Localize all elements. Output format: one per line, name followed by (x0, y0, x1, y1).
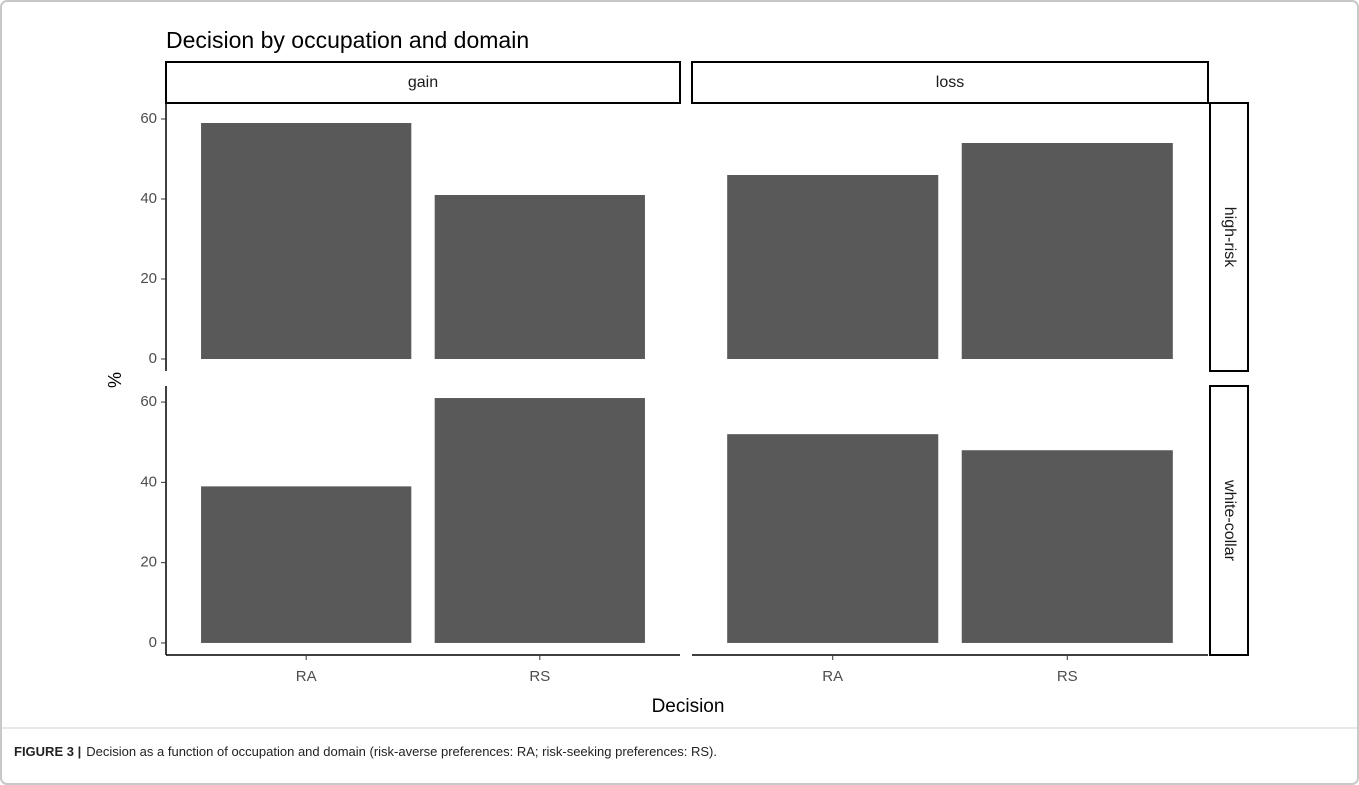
caption-label: FIGURE 3 | (14, 744, 81, 759)
bar (727, 434, 939, 643)
strip (1209, 385, 1249, 656)
x-tick-label: RS (1057, 668, 1078, 685)
x-axis-label: Decision (652, 696, 725, 717)
bar (961, 450, 1173, 643)
bar (727, 175, 939, 359)
column-strip-label: gain (408, 74, 438, 91)
column-strip-label: loss (936, 74, 964, 91)
caption-text: Decision as a function of occupation and… (86, 744, 717, 759)
y-tick-label: 0 (149, 350, 157, 367)
bar (201, 486, 412, 643)
strip (165, 61, 681, 104)
y-tick-label: 20 (140, 270, 157, 287)
y-tick-label: 0 (149, 634, 157, 651)
bar (961, 143, 1173, 359)
chart-title: Decision by occupation and domain (166, 27, 529, 53)
x-tick-label: RA (822, 668, 843, 685)
bar (434, 398, 645, 643)
y-tick-label: 40 (140, 473, 157, 490)
strip (691, 61, 1209, 104)
x-tick-label: RA (296, 668, 317, 685)
strip (1209, 102, 1249, 372)
caption: FIGURE 3 | Decision as a function of occu… (14, 744, 717, 759)
y-tick-label: 40 (140, 190, 157, 207)
x-tick-label: RS (529, 668, 550, 685)
row-strip-label: white-collar (1221, 479, 1238, 562)
y-tick-label: 60 (140, 110, 157, 127)
y-tick-label: 60 (140, 393, 157, 410)
y-tick-label: 20 (140, 554, 157, 571)
row-strip-label: high-risk (1221, 207, 1238, 268)
y-axis-label: % (105, 372, 125, 388)
bar (201, 123, 412, 359)
bar (434, 195, 645, 359)
